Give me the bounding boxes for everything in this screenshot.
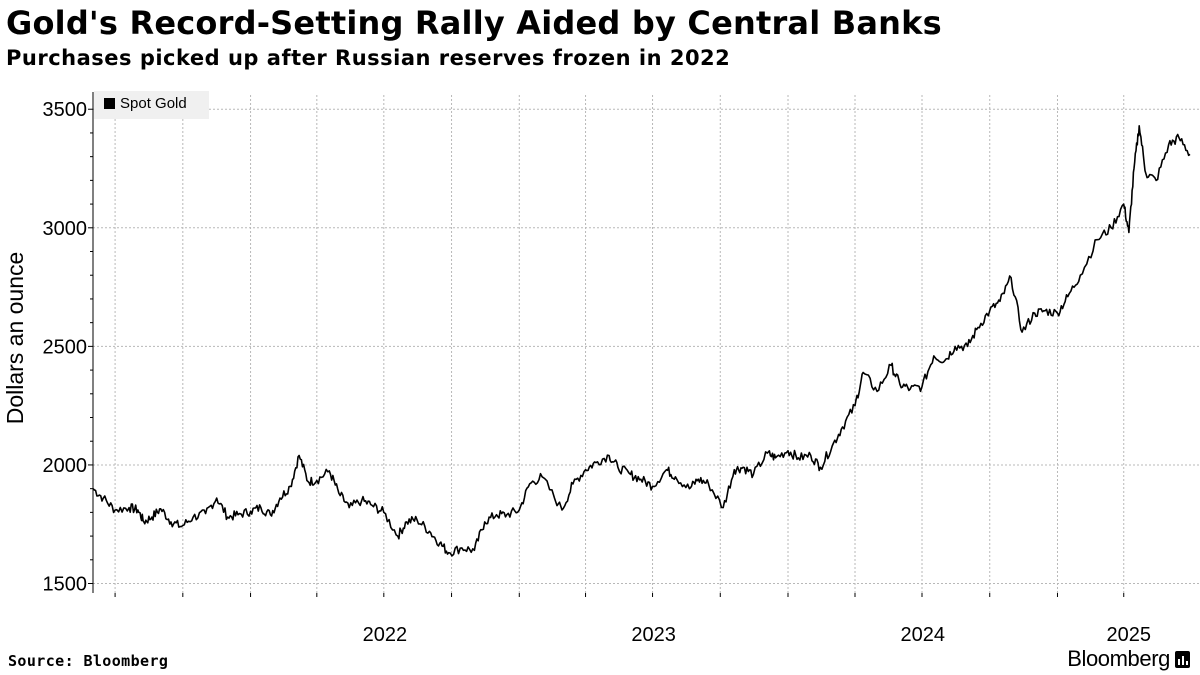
y-tick-label: 1500 (43, 574, 88, 596)
y-tick-label: 2500 (43, 336, 88, 358)
source-note: Source: Bloomberg (8, 652, 169, 670)
legend-swatch (104, 98, 115, 109)
legend: Spot Gold (94, 91, 209, 119)
y-axis-label: Dollars an ounce (2, 252, 28, 425)
y-tick-label: 2000 (43, 455, 88, 477)
x-tick-label: 2025 (1106, 624, 1151, 646)
chart-subtitle: Purchases picked up after Russian reserv… (6, 46, 731, 70)
bloomberg-logo: Bloomberg (1067, 646, 1190, 672)
series-line-spot-gold (92, 125, 1191, 557)
x-tick-label: 2023 (631, 624, 676, 646)
x-tick-label: 2024 (900, 624, 945, 646)
y-tick-label: 3000 (43, 218, 88, 240)
x-tick-label: 2022 (363, 624, 408, 646)
brand-name: Bloomberg (1067, 646, 1170, 671)
axes: 1500 2000 2500 3000 3500 2022 2023 2024 2025 (43, 92, 1151, 646)
legend-label: Spot Gold (120, 95, 187, 112)
chart-title: Gold's Record-Setting Rally Aided by Cen… (6, 4, 942, 42)
series-layer (92, 125, 1191, 557)
grid (93, 95, 1200, 593)
terminal-icon (1175, 650, 1190, 668)
y-tick-label: 3500 (43, 99, 88, 121)
